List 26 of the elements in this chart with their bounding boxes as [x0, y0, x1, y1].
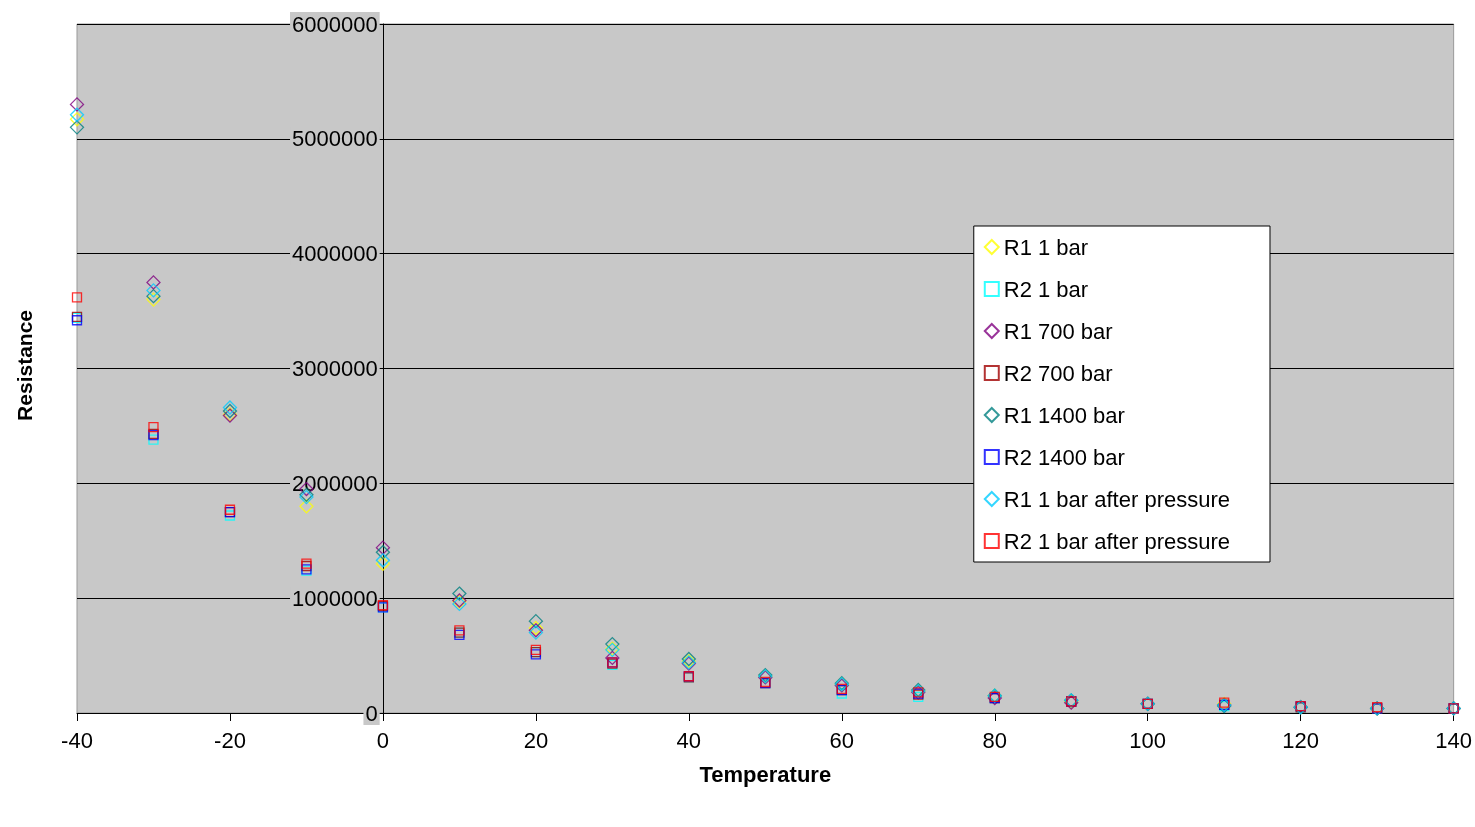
x-tick-label: 100 [1129, 727, 1167, 753]
y-tick-label: 4000000 [292, 241, 378, 267]
x-tick-label: 60 [829, 727, 855, 753]
x-tick-label: 140 [1435, 727, 1473, 753]
legend-label: R1 1400 bar [1003, 402, 1125, 428]
x-axis-title: Temperature [699, 761, 832, 787]
y-tick-label: 3000000 [292, 356, 378, 381]
legend-label: R1 700 bar [1003, 318, 1113, 344]
y-tick-label: 0 [365, 700, 378, 726]
legend-label: R1 1 bar after pressure [1003, 486, 1231, 512]
x-tick-label: 80 [982, 727, 1008, 753]
y-tick-label: 6000000 [292, 11, 378, 37]
y-tick-label: 1000000 [292, 585, 378, 611]
y-axis-title: Resistance [13, 309, 36, 421]
legend-label: R2 1400 bar [1003, 444, 1125, 470]
y-tick-label: 2000000 [292, 470, 378, 496]
x-tick-label: -20 [214, 727, 246, 753]
x-tick-label: 120 [1282, 727, 1320, 753]
legend-label: R2 1 bar [1003, 276, 1089, 302]
legend-label: R2 700 bar [1003, 360, 1113, 386]
x-tick-label: 40 [676, 727, 702, 753]
legend-label: R1 1 bar [1003, 234, 1089, 260]
x-tick-label: -40 [61, 727, 93, 753]
legend-label: R2 1 bar after pressure [1003, 528, 1231, 554]
x-tick-label: 20 [523, 727, 549, 753]
y-tick-label: 5000000 [292, 126, 378, 152]
